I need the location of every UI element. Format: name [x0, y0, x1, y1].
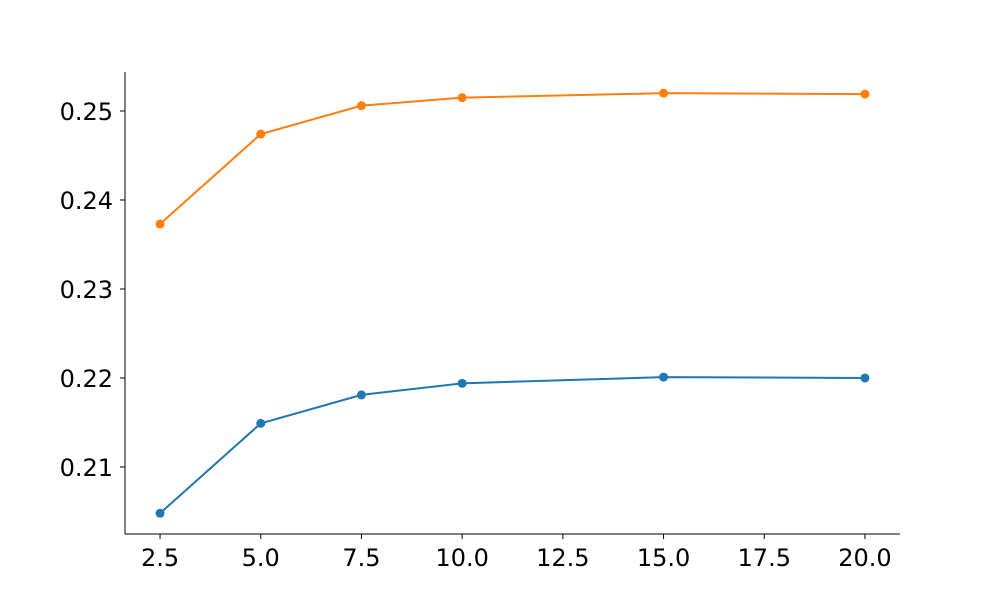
y-tick-label: 0.24 [60, 187, 113, 215]
marker [356, 390, 366, 400]
marker [457, 378, 467, 388]
marker [659, 88, 669, 98]
marker [860, 373, 870, 383]
marker [457, 93, 467, 103]
y-tick-label: 0.21 [60, 454, 113, 482]
x-tick-label: 5.0 [242, 544, 280, 572]
marker [659, 372, 669, 382]
marker [356, 101, 366, 111]
marker [155, 508, 165, 518]
line [159, 376, 865, 515]
line [159, 92, 865, 225]
marker [256, 418, 266, 428]
x-tick-label: 17.5 [738, 544, 791, 572]
marker [860, 89, 870, 99]
x-tick-label: 7.5 [342, 544, 380, 572]
y-tick-label: 0.22 [60, 365, 113, 393]
x-tick-label: 2.5 [141, 544, 179, 572]
x-tick-label: 12.5 [536, 544, 589, 572]
y-tick-label: 0.25 [60, 98, 113, 126]
y-tick-label: 0.23 [60, 276, 113, 304]
x-tick-label: 15.0 [637, 544, 690, 572]
marker [155, 219, 165, 229]
x-tick-label: 20.0 [838, 544, 891, 572]
marker [256, 129, 266, 139]
x-tick-label: 10.0 [435, 544, 488, 572]
